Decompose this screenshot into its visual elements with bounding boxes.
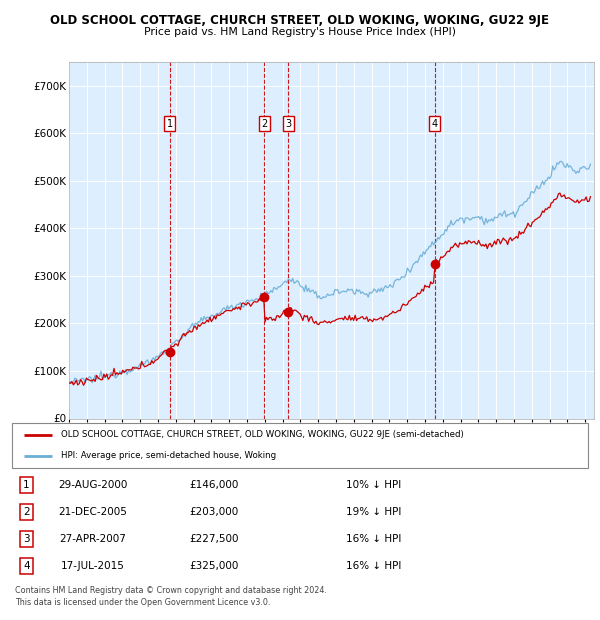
Text: OLD SCHOOL COTTAGE, CHURCH STREET, OLD WOKING, WOKING, GU22 9JE (semi-detached): OLD SCHOOL COTTAGE, CHURCH STREET, OLD W… — [61, 430, 464, 439]
Text: 2: 2 — [261, 119, 268, 129]
Text: £325,000: £325,000 — [189, 561, 238, 571]
Text: 4: 4 — [431, 119, 437, 129]
Text: HPI: Average price, semi-detached house, Woking: HPI: Average price, semi-detached house,… — [61, 451, 276, 460]
Text: 2: 2 — [23, 507, 30, 517]
Text: Price paid vs. HM Land Registry's House Price Index (HPI): Price paid vs. HM Land Registry's House … — [144, 27, 456, 37]
Text: 10% ↓ HPI: 10% ↓ HPI — [346, 480, 401, 490]
Text: £146,000: £146,000 — [189, 480, 238, 490]
Text: 16% ↓ HPI: 16% ↓ HPI — [346, 561, 401, 571]
Text: 27-APR-2007: 27-APR-2007 — [59, 534, 126, 544]
Text: 3: 3 — [285, 119, 292, 129]
Text: 17-JUL-2015: 17-JUL-2015 — [61, 561, 125, 571]
Text: 3: 3 — [23, 534, 30, 544]
Text: 21-DEC-2005: 21-DEC-2005 — [58, 507, 127, 517]
Text: 19% ↓ HPI: 19% ↓ HPI — [346, 507, 401, 517]
Text: £227,500: £227,500 — [189, 534, 238, 544]
Text: £203,000: £203,000 — [189, 507, 238, 517]
Text: 16% ↓ HPI: 16% ↓ HPI — [346, 534, 401, 544]
FancyBboxPatch shape — [12, 423, 588, 468]
Text: 1: 1 — [166, 119, 173, 129]
Text: 29-AUG-2000: 29-AUG-2000 — [58, 480, 127, 490]
Text: 4: 4 — [23, 561, 30, 571]
Text: 1: 1 — [23, 480, 30, 490]
Text: OLD SCHOOL COTTAGE, CHURCH STREET, OLD WOKING, WOKING, GU22 9JE: OLD SCHOOL COTTAGE, CHURCH STREET, OLD W… — [50, 14, 550, 27]
Text: Contains HM Land Registry data © Crown copyright and database right 2024.
This d: Contains HM Land Registry data © Crown c… — [15, 586, 327, 607]
